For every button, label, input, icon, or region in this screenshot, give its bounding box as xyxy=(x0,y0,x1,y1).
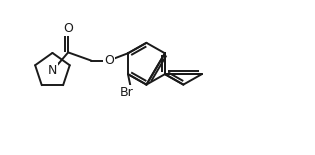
Text: O: O xyxy=(63,22,73,35)
Text: O: O xyxy=(104,54,114,67)
Text: N: N xyxy=(48,64,57,77)
Text: Br: Br xyxy=(120,86,134,99)
